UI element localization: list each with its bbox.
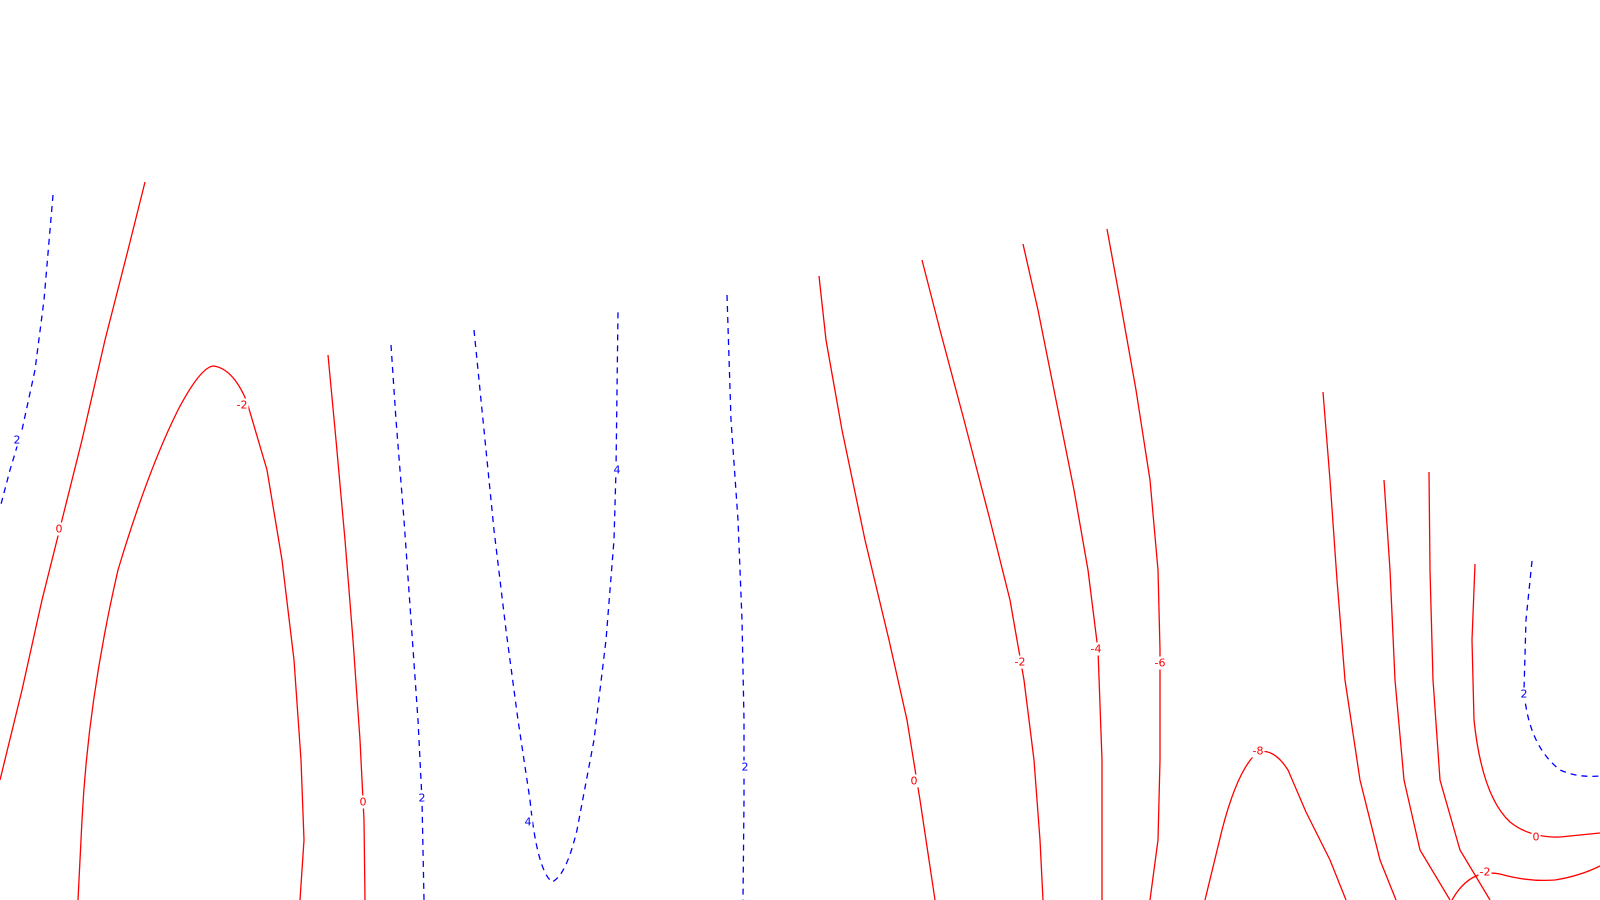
contour-label-background (358, 795, 368, 809)
contour-label-u-4-right: 4 (614, 464, 621, 477)
contour-label-background (235, 398, 249, 412)
contour-line-mid-0 (327, 354, 366, 900)
contour-line-mid-2b (726, 294, 745, 900)
contour-label-right-0: 0 (911, 775, 918, 788)
contour-line-left-0 (0, 181, 146, 781)
contour-label-background (1089, 642, 1103, 656)
contour-label-background (1153, 656, 1167, 670)
contour-line-hump-minus8 (1204, 750, 1347, 900)
contour-label-mid-0: 0 (360, 796, 367, 809)
contour-line-right-minus4 (1022, 243, 1103, 900)
contour-label-background (1519, 687, 1529, 701)
contour-label-background (417, 791, 427, 805)
contour-line-mid-2 (390, 344, 425, 900)
contour-label-right-minus6: -6 (1155, 657, 1166, 670)
contour-label-corner-minus2: -2 (1480, 866, 1491, 879)
contour-label-background (740, 760, 750, 774)
contour-label-background (1251, 744, 1265, 758)
contour-label-mid-2b: 2 (742, 761, 749, 774)
contour-label-left-0: 0 (56, 523, 63, 536)
contour-label-left-2: 2 (14, 434, 21, 447)
contour-line-far-right-a (1322, 391, 1397, 900)
contour-label-background (612, 463, 622, 477)
contour-label-background (1013, 655, 1027, 669)
contour-line-corner-2 (1523, 560, 1600, 778)
contour-label-corner-2: 2 (1521, 688, 1528, 701)
contour-label-background (54, 522, 64, 536)
contour-label-hump-minus8: -8 (1253, 745, 1264, 758)
contour-line-right-minus6 (1106, 228, 1161, 900)
contour-label-background (1531, 830, 1541, 844)
contour-label-u-4-left: 4 (525, 816, 532, 829)
contour-label-mid-2: 2 (419, 792, 426, 805)
contour-line-far-right-c (1428, 471, 1491, 900)
contour-label-hump-minus2: -2 (237, 399, 248, 412)
contour-label-corner-0: 0 (1533, 831, 1540, 844)
contour-label-background (909, 774, 919, 788)
contour-label-right-minus2: -2 (1015, 656, 1026, 669)
contour-label-background (1478, 865, 1492, 879)
contour-label-right-minus4: -4 (1091, 643, 1102, 656)
contour-label-background (12, 433, 22, 447)
contour-line-corner-minus2 (1451, 865, 1600, 900)
contour-line-hump-minus2 (77, 365, 305, 900)
contour-line-right-0 (818, 275, 936, 900)
contour-line-far-right-b (1383, 479, 1451, 900)
contour-line-u-4 (473, 311, 619, 883)
contour-line-right-minus2 (921, 259, 1044, 900)
contour-line-corner-0 (1471, 563, 1600, 838)
contour-line-left-2 (0, 194, 54, 509)
contour-label-background (523, 815, 533, 829)
